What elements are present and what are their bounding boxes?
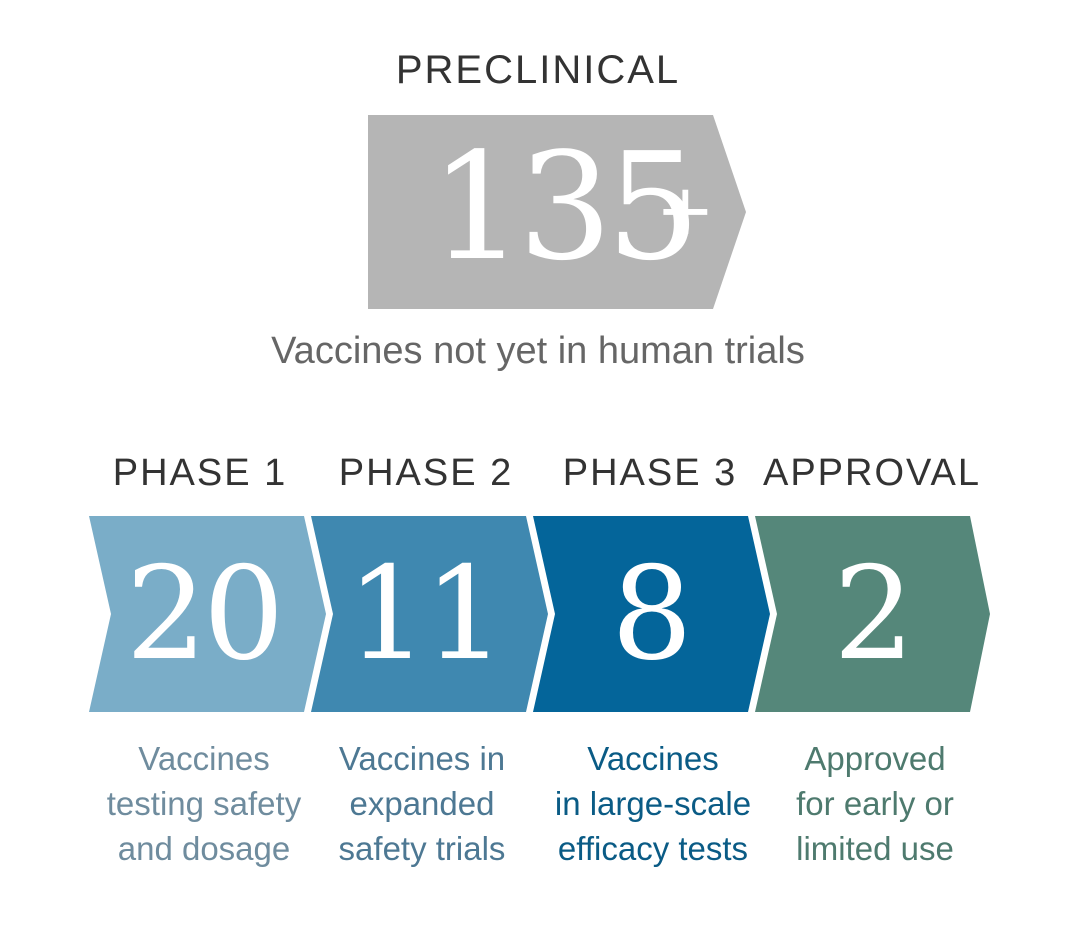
phase-2-chevron — [311, 516, 548, 712]
phase-3-description: Vaccines in large-scale efficacy tests — [554, 740, 752, 867]
preclinical-label: PRECLINICAL — [395, 48, 681, 92]
preclinical-plus: + — [656, 169, 715, 251]
approval-chevron — [755, 516, 990, 712]
preclinical-count: 135 — [430, 121, 701, 293]
preclinical-description: Vaccines not yet in human trials — [271, 330, 805, 372]
phase-2-description: Vaccines in expanded safety trials — [338, 740, 506, 867]
approval-count: 2 — [833, 540, 914, 689]
phase-2-count: 11 — [346, 540, 506, 689]
phase-1-chevron — [89, 516, 326, 712]
phase-2-label: PHASE 2 — [338, 452, 514, 494]
approval-label: APPROVAL — [762, 452, 982, 494]
phase-1-description: Vaccines testing safety and dosage — [106, 740, 302, 867]
stage-chevron-row — [89, 516, 990, 712]
approval-description: Approved for early or limited use — [796, 740, 954, 867]
phase-3-label: PHASE 3 — [562, 452, 738, 494]
phase-1-count: 20 — [125, 540, 285, 689]
preclinical-chevron — [368, 115, 746, 309]
phase-3-count: 8 — [611, 540, 692, 689]
phase-1-label: PHASE 1 — [112, 452, 288, 494]
phase-3-chevron — [533, 516, 770, 712]
